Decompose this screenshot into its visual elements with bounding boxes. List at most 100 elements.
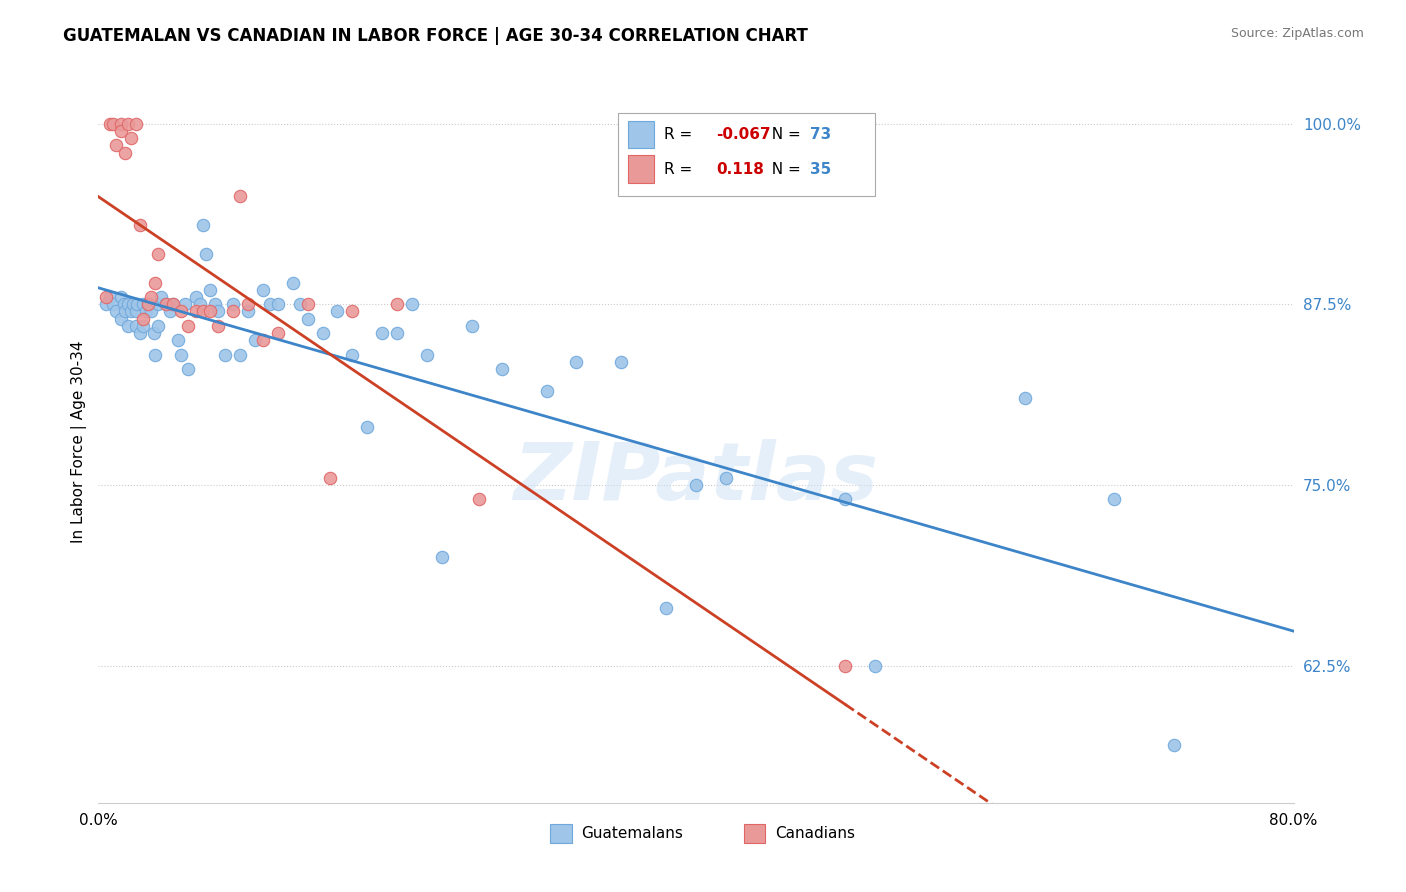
Point — [326, 304, 349, 318]
Point — [468, 492, 491, 507]
Point — [139, 304, 162, 318]
Point — [461, 318, 484, 333]
Point — [297, 297, 319, 311]
Point — [834, 658, 856, 673]
Point — [184, 304, 207, 318]
Point — [162, 297, 184, 311]
Text: R =: R = — [664, 161, 702, 177]
Point — [121, 297, 143, 311]
Point — [491, 362, 513, 376]
Point — [229, 348, 252, 362]
Point — [150, 290, 173, 304]
Point — [222, 304, 245, 318]
Point — [565, 355, 588, 369]
Point — [281, 276, 304, 290]
Point — [136, 297, 159, 311]
Point — [200, 304, 222, 318]
Point — [259, 297, 281, 311]
Point — [385, 326, 409, 341]
Point — [288, 297, 311, 311]
Text: Canadians: Canadians — [775, 826, 855, 840]
Point — [252, 334, 274, 348]
Point — [94, 290, 117, 304]
Point — [229, 189, 252, 203]
Bar — [628, 155, 654, 183]
Point — [148, 318, 170, 333]
Point — [1014, 391, 1036, 405]
Point — [401, 297, 423, 311]
Text: ZIPatlas: ZIPatlas — [513, 439, 879, 516]
Point — [207, 318, 229, 333]
Point — [655, 600, 678, 615]
Text: 0.118: 0.118 — [716, 161, 765, 177]
Point — [184, 290, 207, 304]
Point — [536, 384, 558, 398]
Point — [129, 218, 152, 232]
Point — [188, 297, 211, 311]
Point — [103, 297, 125, 311]
Point — [125, 304, 148, 318]
Point — [120, 304, 142, 318]
Point — [105, 138, 128, 153]
Point — [103, 117, 125, 131]
Point — [143, 276, 166, 290]
Point — [342, 304, 364, 318]
Point — [834, 492, 856, 507]
Point — [159, 304, 181, 318]
Point — [385, 297, 409, 311]
Bar — [628, 120, 654, 148]
Text: -0.067: -0.067 — [716, 127, 770, 142]
Text: N =: N = — [762, 127, 806, 142]
Point — [98, 290, 122, 304]
Point — [267, 297, 290, 311]
Point — [236, 297, 259, 311]
Point — [127, 297, 149, 311]
Point — [94, 297, 117, 311]
Point — [416, 348, 439, 362]
Point — [132, 318, 155, 333]
Point — [214, 348, 236, 362]
Point — [125, 117, 148, 131]
Point — [148, 297, 170, 311]
Point — [236, 304, 259, 318]
Point — [191, 304, 214, 318]
Point — [174, 297, 197, 311]
Point — [371, 326, 394, 341]
Bar — [619, 112, 876, 196]
Point — [98, 117, 122, 131]
Point — [311, 326, 333, 341]
Point — [135, 304, 157, 318]
Point — [129, 326, 152, 341]
Point — [430, 550, 453, 565]
Y-axis label: In Labor Force | Age 30-34: In Labor Force | Age 30-34 — [72, 340, 87, 543]
Point — [110, 124, 132, 138]
Point — [222, 297, 245, 311]
Point — [125, 318, 148, 333]
Point — [162, 297, 184, 311]
Point — [177, 318, 200, 333]
Point — [207, 304, 229, 318]
Point — [177, 362, 200, 376]
Point — [714, 471, 737, 485]
Point — [169, 348, 191, 362]
Point — [685, 478, 707, 492]
Bar — [744, 824, 765, 843]
Point — [195, 246, 218, 260]
Point — [110, 117, 132, 131]
Point — [342, 348, 364, 362]
Point — [267, 326, 290, 341]
Point — [120, 131, 142, 145]
Point — [117, 297, 139, 311]
Point — [1104, 492, 1126, 507]
Point — [319, 471, 342, 485]
Point — [114, 304, 136, 318]
Point — [110, 311, 132, 326]
Point — [166, 334, 188, 348]
Point — [139, 290, 162, 304]
Point — [110, 290, 132, 304]
Point — [1163, 738, 1185, 752]
Point — [114, 145, 136, 160]
Bar — [550, 824, 572, 843]
Point — [252, 283, 274, 297]
Point — [865, 658, 887, 673]
